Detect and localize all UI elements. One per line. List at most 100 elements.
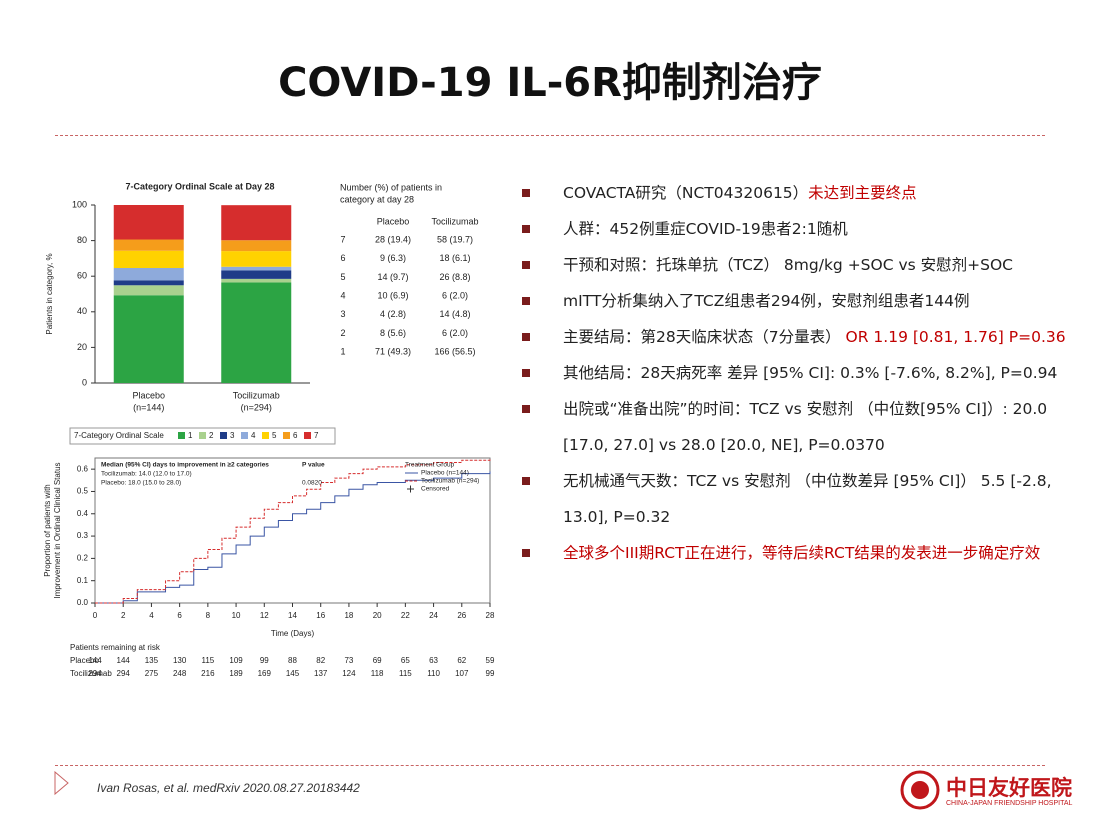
legend-label: 2 [209,431,214,440]
table-cell: 166 (56.5) [434,347,475,357]
bar-segment [113,239,184,251]
table-cell: 8 (5.6) [380,328,406,338]
risk-value: 110 [427,669,440,678]
censor-symbol [407,485,414,493]
table-header: Placebo [377,216,410,226]
bullet-text: 出院或“准备出院”的时间：TCZ vs 安慰剂 （中位数[95% CI]）: 2… [563,400,1048,454]
bullet: mITT分析集纳入了TCZ组患者294例，安慰剂组患者144例 [520,283,1082,319]
y-tick-label: 60 [77,271,87,281]
legend-label: Placebo (n=144) [421,470,469,477]
table-header: Tocilizumab [431,216,478,226]
x-tick-label: 0 [93,611,98,620]
risk-value: 169 [258,669,272,678]
inset-header: P value [302,462,325,469]
bullet-text: 无机械通气天数：TCZ vs 安慰剂 （中位数差异 [95% CI]） 5.5 … [563,472,1052,526]
bar-segment [221,270,292,279]
slide-title: COVID-19 IL-6R抑制剂治疗 [278,60,822,106]
x-axis-label: Time (Days) [271,629,315,638]
risk-value: 144 [117,656,131,665]
risk-value: 135 [145,656,159,665]
inset-line: Tocilizumab: 14.0 (12.0 to 17.0) [101,471,192,478]
table-row-label: 4 [340,290,345,300]
bar-segment [113,285,184,296]
legend-swatch [199,432,206,439]
table-row-label: 5 [340,272,345,282]
y-axis-label: Improvement in Ordinal Clinical Status [53,462,62,598]
risk-value: 107 [455,669,469,678]
bar-segment [113,295,184,383]
bullet-highlight: OR 1.19 [0.81, 1.76] P=0.36 [845,328,1066,346]
bullet: 干预和对照：托珠单抗（TCZ） 8mg/kg +SOC vs 安慰剂+SOC [520,247,1082,283]
legend-label: 1 [188,431,193,440]
risk-value: 82 [316,656,325,665]
km-curve [95,471,491,604]
bullet: 人群：452例重症COVID-19患者2:1随机 [520,211,1082,247]
legend-label: 3 [230,431,235,440]
risk-value: 118 [371,669,384,678]
legend-label: 6 [293,431,298,440]
legend-swatch [283,432,290,439]
table-title: category at day 28 [340,194,414,204]
x-tick-label: 8 [206,611,211,620]
y-axis-label: Patients in category, % [45,253,54,334]
y-tick-label: 0.1 [77,576,89,585]
risk-value: 115 [201,656,214,665]
y-axis-label: Proportion of patients with [43,484,52,577]
bullet-highlight: 全球多个III期RCT正在进行，等待后续RCT结果的发表进一步确定疗效 [563,544,1041,562]
y-tick-label: 0.4 [77,509,89,518]
bar-segment [221,240,292,252]
table-cell: 6 (2.0) [442,328,468,338]
bar-segment [221,266,292,271]
divider [55,135,1045,136]
risk-value: 63 [429,656,438,665]
legend-swatch [304,432,311,439]
x-tick-label: Placebo [132,390,165,400]
x-tick-label: 18 [344,611,353,620]
legend-title: Treatment Group [405,462,455,469]
bullet-text: 主要结局：第28天临床状态（7分量表） [563,328,846,346]
bullet-text: 人群：452例重症COVID-19患者2:1随机 [563,220,848,238]
bullet-text: 其他结局：28天病死率 差异 [95% CI]: 0.3% [-7.6%, 8.… [563,364,1058,382]
x-tick-label: 16 [316,611,325,620]
bar-segment [113,268,184,281]
y-tick-label: 100 [72,199,87,209]
risk-title: Patients remaining at risk [70,643,161,652]
x-tick-label: 28 [486,611,495,620]
table-cell: 71 (49.3) [375,347,411,357]
risk-value: 294 [88,669,102,678]
y-tick-label: 0.6 [77,464,89,473]
x-tick-label: 26 [457,611,466,620]
risk-value: 99 [486,669,495,678]
risk-value: 88 [288,656,297,665]
table-cell: 28 (19.4) [375,234,411,244]
risk-value: 130 [173,656,187,665]
legend-label: Tocilizumab (n=294) [421,478,479,485]
risk-value: 189 [229,669,243,678]
bar-segment [221,205,292,241]
risk-value: 73 [344,656,353,665]
risk-value: 145 [286,669,300,678]
legend-label: 5 [272,431,277,440]
bullet: 全球多个III期RCT正在进行，等待后续RCT结果的发表进一步确定疗效 [520,535,1082,571]
bar-segment [221,251,292,267]
bar-segment [221,282,292,383]
risk-value: 294 [117,669,131,678]
risk-value: 275 [145,669,159,678]
legend-label: 7 [314,431,319,440]
x-tick-label: 6 [177,611,182,620]
bullet-list: COVACTA研究（NCT04320615）未达到主要终点 人群：452例重症CO… [520,175,1082,571]
bullet-text: COVACTA研究（NCT04320615） [563,184,809,202]
bullet: 主要结局：第28天临床状态（7分量表） OR 1.19 [0.81, 1.76]… [520,319,1082,355]
y-tick-label: 80 [77,235,87,245]
citation: Ivan Rosas, et al. medRxiv 2020.08.27.20… [97,781,360,795]
table-cell: 14 (9.7) [377,272,408,282]
legend-label: Censored [421,486,450,493]
bar-segment [221,278,292,283]
risk-value: 109 [229,656,243,665]
table-cell: 10 (6.9) [377,290,408,300]
x-tick-label: 24 [429,611,438,620]
bullet-text: 干预和对照：托珠单抗（TCZ） 8mg/kg +SOC vs 安慰剂+SOC [563,256,1013,274]
y-tick-label: 0 [82,377,87,387]
